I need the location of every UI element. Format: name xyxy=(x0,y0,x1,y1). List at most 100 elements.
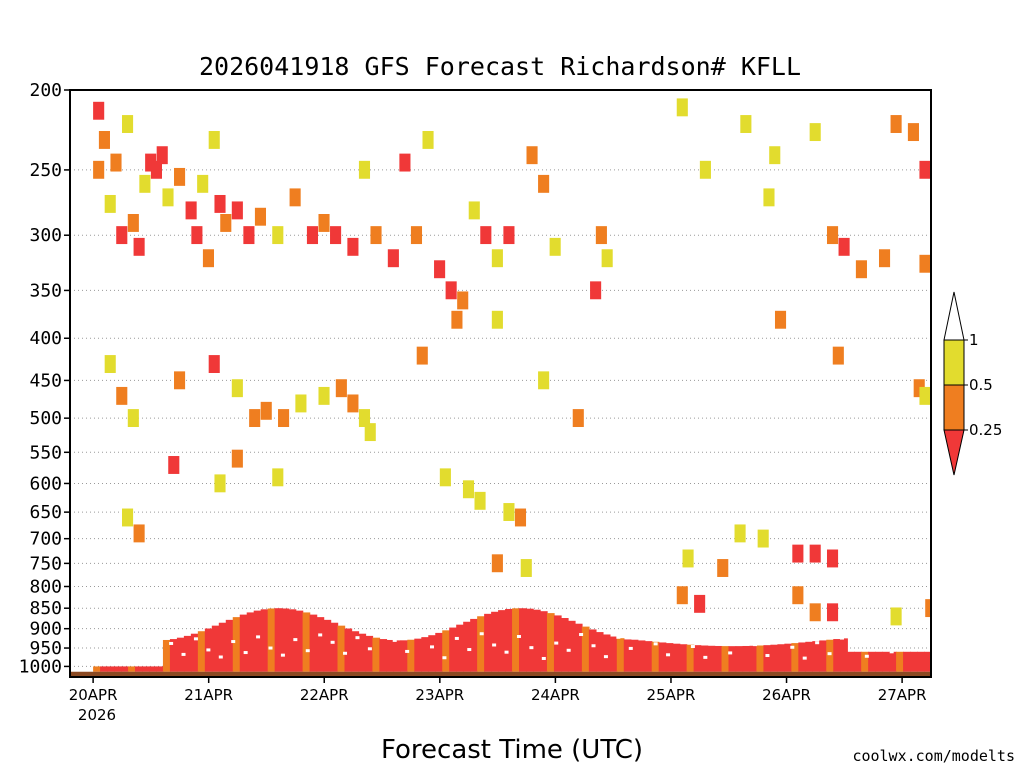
boundary-layer-cell xyxy=(365,635,374,672)
boundary-layer-cell xyxy=(889,651,897,672)
heatmap-cell xyxy=(208,355,220,373)
boundary-layer-cell xyxy=(386,639,395,672)
heatmap-cell xyxy=(445,281,457,300)
boundary-layer-cell xyxy=(498,610,506,672)
boundary-layer-cell xyxy=(512,608,520,672)
boundary-layer-cell xyxy=(253,610,262,672)
boundary-layer-cell xyxy=(274,608,283,672)
boundary-layer-cell xyxy=(281,608,290,672)
boundary-layer-cell xyxy=(379,639,388,672)
heatmap-cell xyxy=(439,468,451,487)
boundary-layer-cell xyxy=(756,645,765,672)
y-tick-label: 1000 xyxy=(19,656,62,677)
boundary-layer-cell xyxy=(100,666,108,672)
boundary-layer-cell xyxy=(295,610,304,672)
boundary-layer-cell xyxy=(574,623,583,672)
heatmap-cell xyxy=(919,160,931,179)
heatmap-cell xyxy=(792,544,804,563)
heatmap-cell xyxy=(890,607,902,626)
boundary-layer-cell xyxy=(351,631,360,672)
heatmap-cell xyxy=(434,260,446,279)
boundary-layer-gap xyxy=(454,636,459,640)
boundary-layer-gap xyxy=(504,650,509,654)
boundary-layer-cell xyxy=(533,609,541,672)
boundary-layer-cell xyxy=(567,620,576,672)
heatmap-cell xyxy=(809,544,821,563)
boundary-layer-cell xyxy=(847,651,855,672)
boundary-layer-cell xyxy=(539,611,548,672)
y-axis: 200 250 300 350 400 450 500 550 600 650 700 7508008… xyxy=(19,80,70,677)
heatmap-cell xyxy=(145,153,157,172)
boundary-layer-gap xyxy=(305,649,310,653)
boundary-layer-gap xyxy=(467,648,472,652)
boundary-layer-cell xyxy=(288,609,297,672)
heatmap-cell xyxy=(491,249,503,268)
legend-label: 1 xyxy=(969,331,979,349)
heatmap-cell xyxy=(451,310,463,329)
x-tick-label: 25APR xyxy=(647,686,696,704)
heatmap-cell xyxy=(387,249,399,268)
y-tick-label: 950 xyxy=(29,638,62,659)
boundary-layer-cell xyxy=(128,666,136,672)
boundary-layer-cell xyxy=(784,643,793,672)
boundary-layer-cell xyxy=(169,639,178,672)
heatmap-cell xyxy=(208,130,220,149)
boundary-layer-cell xyxy=(302,612,311,672)
boundary-layer-cell xyxy=(344,628,353,672)
boundary-layer-gap xyxy=(529,646,534,650)
heatmap-cell xyxy=(93,160,105,179)
heatmap-cell xyxy=(231,201,243,220)
boundary-layer-gap xyxy=(554,641,559,645)
heatmap-cell xyxy=(330,226,342,245)
boundary-layer-cell xyxy=(309,614,318,672)
heatmap-cell xyxy=(699,160,711,179)
boundary-layer-cell xyxy=(581,626,590,672)
boundary-layer-gap xyxy=(181,652,186,656)
heatmap-cell xyxy=(318,386,330,405)
boundary-layer-cell xyxy=(358,633,367,672)
heatmap-cell xyxy=(572,409,584,428)
y-tick-label: 500 xyxy=(29,408,62,429)
boundary-layer-cell xyxy=(372,637,381,672)
boundary-layer-gap xyxy=(690,645,695,649)
heatmap-cell xyxy=(774,310,787,329)
heatmap-cell xyxy=(462,480,475,499)
heatmap-cell xyxy=(272,468,284,487)
boundary-layer-gap xyxy=(516,634,521,638)
boundary-layer-gap xyxy=(380,631,385,635)
y-tick-label: 450 xyxy=(29,370,62,391)
x-tick-label: 26APR xyxy=(762,686,811,704)
boundary-layer-gap xyxy=(852,643,857,647)
heatmap-cell xyxy=(150,160,162,179)
heatmap-cell xyxy=(480,226,492,245)
heatmap-cell xyxy=(855,260,867,279)
heatmap-cell xyxy=(763,188,775,207)
heatmap-cell xyxy=(116,226,128,245)
plot-frame xyxy=(69,89,932,678)
heatmap-cell xyxy=(127,214,139,232)
heatmap-cell xyxy=(347,394,359,413)
heatmap-cell xyxy=(832,346,844,365)
boundary-layer-cell xyxy=(330,622,339,672)
heatmap-cell xyxy=(676,586,688,605)
heatmap-cell xyxy=(231,379,243,398)
boundary-layer-cell xyxy=(428,635,436,672)
legend-swatch xyxy=(943,384,965,431)
heatmap-cell xyxy=(878,249,891,268)
boundary-layer-cell xyxy=(477,616,485,672)
heatmap-cell xyxy=(370,226,382,245)
heatmap-cell xyxy=(220,214,232,232)
heatmap-cell xyxy=(457,291,469,310)
boundary-layer-cell xyxy=(644,641,653,672)
boundary-layer-cell xyxy=(868,651,876,672)
boundary-layer-gap xyxy=(479,632,484,636)
heatmap-cell xyxy=(191,226,203,245)
heatmap-cell xyxy=(93,101,105,120)
boundary-layer-cell xyxy=(805,641,813,672)
heatmap-cell xyxy=(919,254,931,273)
y-tick-label: 600 xyxy=(29,473,62,494)
boundary-layer-cell xyxy=(526,608,534,672)
heatmap-cell xyxy=(214,194,226,213)
heatmap-cell xyxy=(347,237,359,256)
boundary-layer-cell xyxy=(777,644,786,672)
